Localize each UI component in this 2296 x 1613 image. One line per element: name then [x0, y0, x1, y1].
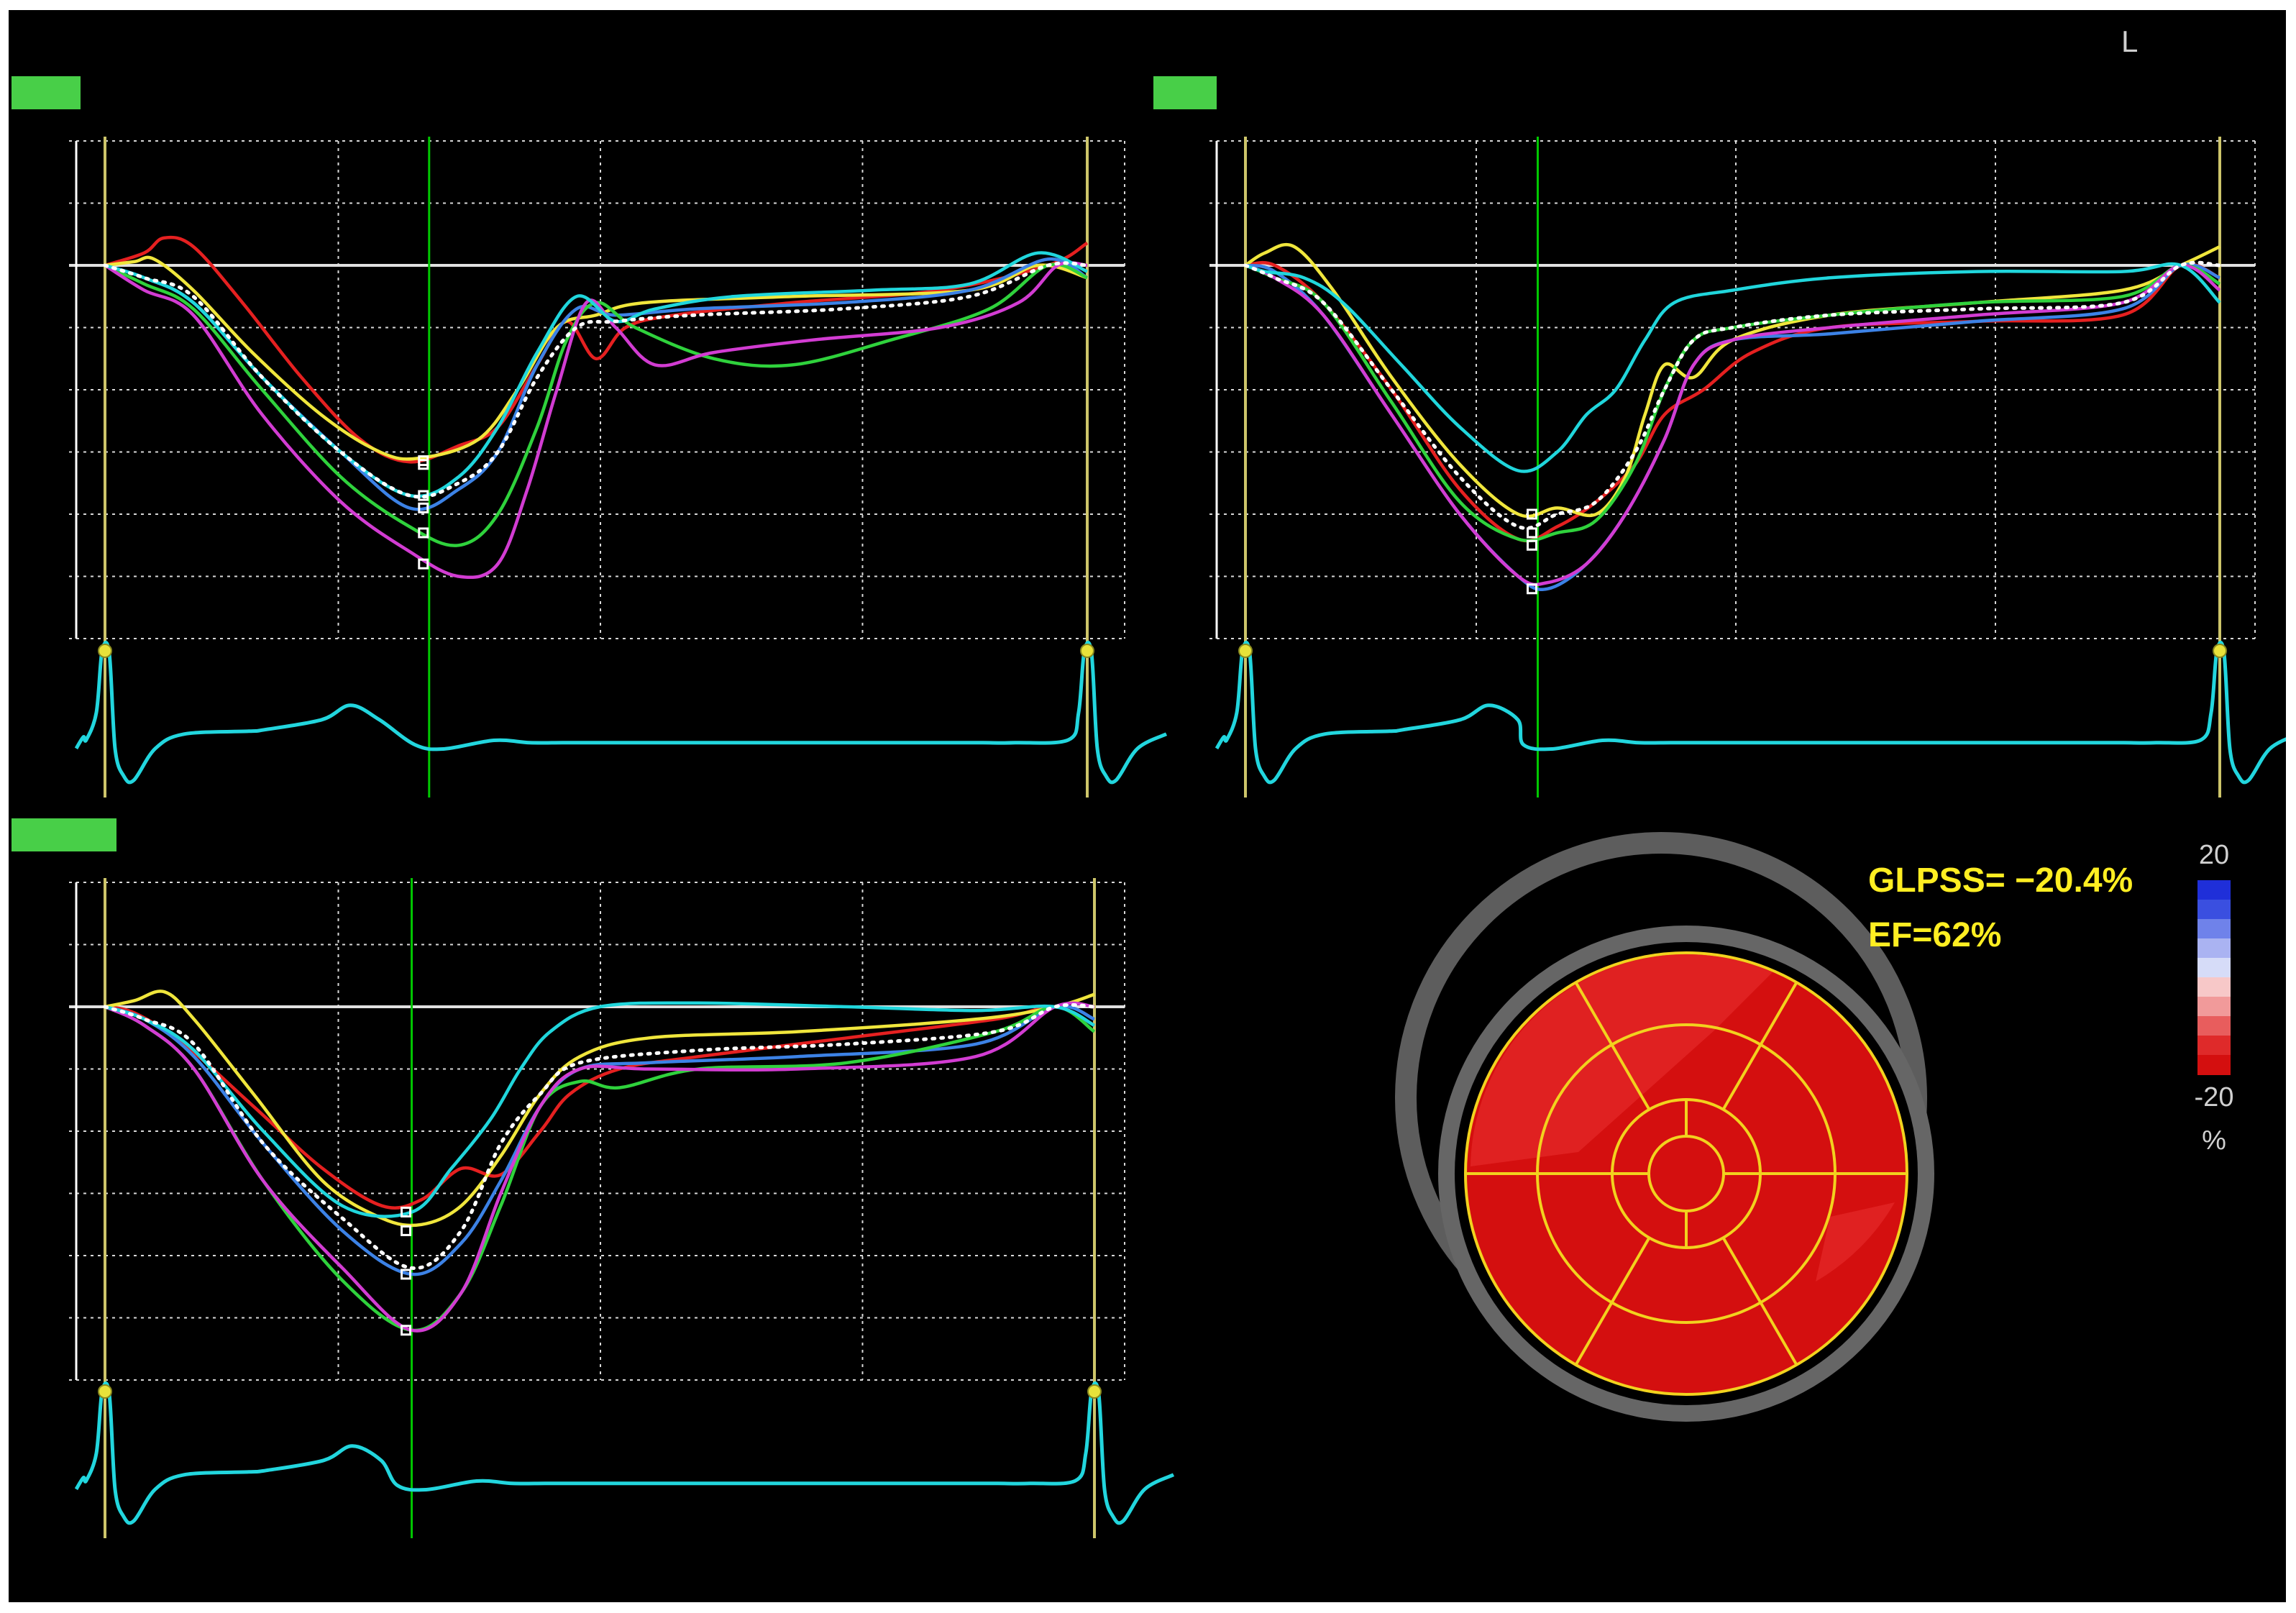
avc-peak-marker — [418, 527, 429, 539]
colorbar-swatch — [2197, 977, 2231, 997]
avc-peak-marker — [401, 1225, 412, 1236]
ecg-trace — [74, 640, 1168, 785]
panel-tag-background — [1153, 76, 1217, 109]
bullseye-light-zone — [1816, 1202, 1895, 1281]
avc-peak-marker — [401, 1206, 412, 1217]
panel-tag-background — [12, 818, 116, 851]
strain-curve — [1245, 262, 2220, 592]
colorbar-swatch — [2197, 900, 2231, 920]
bullseye-plot — [1395, 832, 1934, 1422]
corner-letter: L — [2121, 24, 2138, 58]
bullseye-spoke — [1574, 1237, 1651, 1366]
cycle-marker-dot — [1238, 644, 1253, 658]
echo-strain-screen: L GLPSS= −20.4% EF=62% 20 -20 % — [9, 10, 2286, 1602]
colorbar-swatch — [2197, 938, 2231, 959]
panel-tag-background — [12, 76, 81, 109]
cycle-marker-dot — [98, 644, 112, 658]
avc-peak-marker — [1527, 508, 1537, 520]
bullseye-spoke — [1721, 982, 1798, 1110]
colorbar-swatch — [2197, 919, 2231, 939]
cycle-marker-dot — [2213, 644, 2227, 658]
cycle-marker-dot — [1087, 1384, 1102, 1399]
colorbar-max-label: 20 — [2199, 840, 2229, 870]
avc-peak-marker — [418, 502, 429, 513]
avc-peak-marker — [401, 1269, 412, 1280]
colorbar-swatch — [2197, 1055, 2231, 1075]
strain-curve — [104, 255, 1088, 461]
colorbar-unit-label: % — [2202, 1125, 2226, 1156]
strain-curve — [1245, 262, 2221, 473]
cycle-marker-dot — [98, 1384, 112, 1399]
colorbar-swatch — [2197, 958, 2231, 978]
avc-peak-marker — [1527, 527, 1537, 539]
average-strain-curve — [103, 261, 1089, 499]
strain-curve — [104, 262, 1088, 547]
glpss-readout: GLPSS= −20.4% — [1868, 862, 2133, 900]
strain-curve — [104, 260, 1088, 580]
strain-display: L GLPSS= −20.4% EF=62% 20 -20 % — [12, 24, 2286, 1538]
ecg-trace — [74, 1381, 1175, 1525]
average-strain-curve — [103, 1002, 1097, 1270]
panel-aplax — [12, 818, 1175, 1538]
colorbar-swatch — [2197, 880, 2231, 900]
strain-curve — [104, 251, 1088, 498]
colorbar-swatch — [2197, 997, 2231, 1017]
ef-readout: EF=62% — [1868, 916, 2001, 954]
avc-peak-marker — [401, 1325, 412, 1336]
avc-peak-marker — [418, 459, 429, 470]
strain-curve — [104, 257, 1089, 511]
avc-peak-marker — [1527, 583, 1537, 595]
cycle-marker-dot — [1080, 644, 1094, 658]
colorbar-swatch — [2197, 1036, 2231, 1056]
avc-peak-marker — [418, 558, 429, 570]
strain-curve — [104, 1001, 1096, 1218]
colorbar-swatch — [2197, 1016, 2231, 1036]
average-strain-curve — [1243, 260, 2222, 530]
strain-curve — [1245, 263, 2221, 543]
bullseye-spoke — [1721, 1237, 1798, 1366]
bullseye-spoke — [1574, 982, 1651, 1110]
strain-curve — [1245, 263, 2221, 587]
panel-2ch — [1153, 76, 2286, 798]
avc-peak-marker — [418, 490, 429, 501]
ecg-trace — [1215, 640, 2286, 785]
avc-peak-marker — [1527, 539, 1537, 551]
strain-curve — [104, 235, 1089, 464]
color-scale-bar — [2197, 880, 2231, 1075]
panel-4ch — [12, 76, 1168, 798]
strain-curve — [1244, 242, 2220, 518]
colorbar-min-label: -20 — [2195, 1082, 2234, 1112]
strain-curve — [104, 1001, 1095, 1333]
